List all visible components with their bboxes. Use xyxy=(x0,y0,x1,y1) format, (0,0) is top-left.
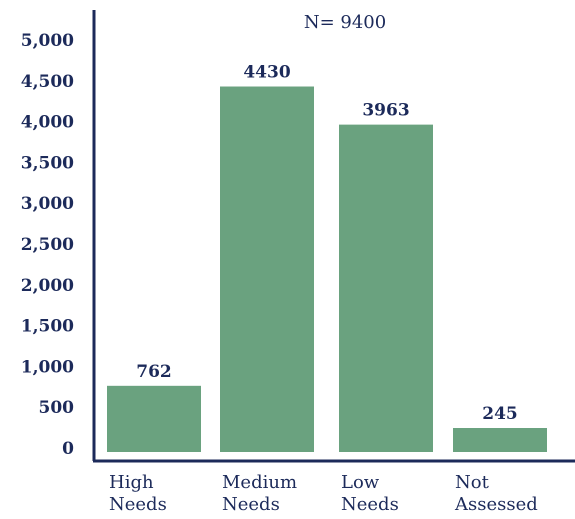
x-category-label: Needs xyxy=(222,494,280,515)
bar-value-label: 245 xyxy=(482,404,518,424)
y-tick-label: 0 xyxy=(62,439,74,459)
y-tick-label: 3,500 xyxy=(21,153,74,173)
value-labels: 762 4430 3963 245 xyxy=(136,63,518,424)
bar xyxy=(107,385,201,452)
x-category-label: Not xyxy=(455,472,490,493)
y-tick-label: 5,000 xyxy=(21,31,74,51)
y-tick-label: 2,500 xyxy=(21,235,74,255)
y-tick-label: 1,000 xyxy=(21,357,74,377)
y-tick-label: 3,000 xyxy=(21,194,74,214)
sample-size-annotation: N= 9400 xyxy=(304,12,386,33)
x-category-label: Needs xyxy=(341,494,399,515)
y-tick-label: 2,000 xyxy=(21,276,74,296)
bar-value-label: 4430 xyxy=(243,63,290,83)
bars xyxy=(107,86,547,453)
x-category-label: Needs xyxy=(109,494,167,515)
bar xyxy=(453,428,547,452)
y-axis-ticks: 0 500 1,000 1,500 2,000 2,500 3,000 3,500 4,000 4… xyxy=(21,31,74,459)
y-tick-label: 500 xyxy=(39,398,75,418)
x-category-label: High xyxy=(109,472,154,493)
x-category-label: Medium xyxy=(222,472,297,493)
x-category-label: Assessed xyxy=(454,494,538,515)
x-category-label: Low xyxy=(341,472,380,493)
y-tick-label: 1,500 xyxy=(21,317,74,337)
y-tick-label: 4,000 xyxy=(21,113,74,133)
bar-value-label: 762 xyxy=(136,362,172,382)
bar xyxy=(220,86,314,453)
bar xyxy=(339,124,433,452)
y-tick-label: 4,500 xyxy=(21,72,74,92)
bar-value-label: 3963 xyxy=(362,101,409,121)
